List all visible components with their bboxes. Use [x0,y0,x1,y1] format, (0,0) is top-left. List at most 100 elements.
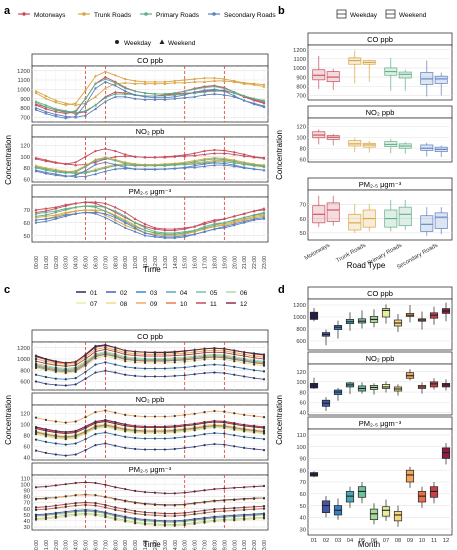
data-point [44,217,48,220]
data-point [34,508,38,511]
data-point [243,355,246,358]
data-point [252,497,256,500]
legend-label: Weekday [350,12,378,19]
data-point [143,351,147,354]
data-point [114,346,117,349]
data-point [134,352,137,355]
data-point [163,437,166,440]
data-point [232,222,236,226]
y-tick-label: 100 [20,155,30,161]
box-body [420,215,434,232]
data-point [203,511,206,514]
data-point [183,520,186,524]
data-point [34,366,38,370]
y-tick-label: 1000 [17,88,30,94]
data-point [223,519,226,522]
data-point [104,344,107,347]
facet-title: PM₂.₅ μgm⁻³ [359,180,402,189]
data-point [114,74,117,77]
data-point [113,92,117,96]
data-point [203,86,206,89]
data-point [143,520,147,523]
data-point [64,361,67,364]
data-point [103,99,107,103]
y-tick-label: 800 [20,106,30,112]
data-point [262,430,266,433]
data-point [163,353,166,356]
data-point [44,94,48,97]
data-point [193,88,196,91]
data-point [124,355,127,358]
x-tick-label: 13:00 [163,540,169,550]
legend-label: 03 [150,290,158,297]
data-point [243,357,246,360]
data-point [262,370,266,373]
data-point [94,82,97,85]
data-point [74,163,78,167]
data-point [74,481,77,485]
series-line [35,71,265,106]
facet-panel [31,404,269,461]
data-point [54,431,57,434]
data-point [252,217,256,220]
data-point [222,79,226,83]
data-point [252,429,256,432]
data-point [94,87,97,90]
data-point [262,98,266,102]
data-point [84,503,87,507]
data-point [94,494,97,497]
facet-title: CO ppb [367,35,393,44]
data-point [94,363,97,366]
data-point [163,227,167,231]
data-point [242,215,246,219]
data-point [223,358,226,361]
data-point [213,420,216,424]
data-point [64,114,68,118]
data-point [232,80,236,83]
data-point [233,519,236,522]
data-point [163,431,166,435]
data-point [193,427,196,430]
y-tick-label: 120 [20,144,30,150]
data-point [262,83,266,86]
data-point [252,514,256,518]
data-point [173,436,176,440]
data-point [242,98,246,102]
data-point [223,351,226,354]
y-tick-label: 1000 [293,315,306,321]
data-point [114,518,117,521]
data-point [64,384,67,387]
data-point [232,152,236,156]
facet-d-0: CO ppb 600 800 1000 1200 [293,286,453,351]
data-point [34,221,38,224]
data-point [134,425,137,429]
data-point [44,497,48,500]
data-point [153,511,157,514]
data-point [64,203,68,206]
data-point [193,77,196,81]
data-point [232,214,236,218]
data-point [223,149,226,152]
x-tick-label: 00:00 [34,256,40,269]
x-tick-label: 10:00 [133,540,139,550]
data-point [44,517,48,521]
series-line [35,426,265,440]
data-point [124,349,127,352]
data-point [104,483,107,486]
legend-label: Weekend [399,12,427,19]
data-point [34,515,38,518]
series-line [35,344,265,364]
y-tick-label: 800 [296,84,306,90]
data-point [243,515,246,518]
data-point [183,424,186,427]
data-point [54,506,57,510]
data-point [223,349,226,353]
data-point [114,433,117,436]
data-point [233,445,236,448]
data-point [84,165,87,168]
data-point [124,90,127,93]
data-point [143,367,147,370]
data-point [104,76,107,79]
series-line [35,513,265,525]
data-point [74,502,77,505]
